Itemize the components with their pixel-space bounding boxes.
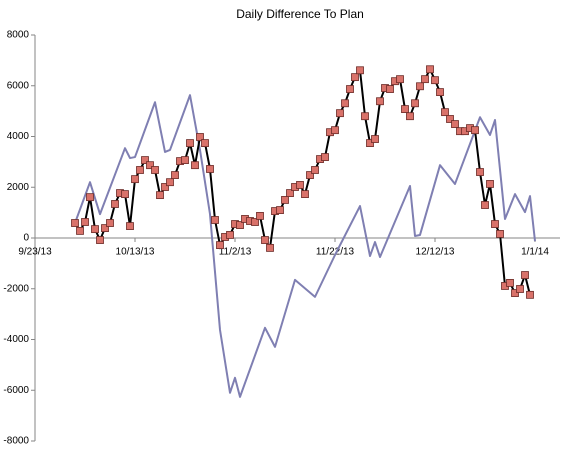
marker	[146, 161, 154, 170]
marker	[411, 99, 419, 108]
marker	[151, 166, 159, 174]
marker	[331, 126, 339, 135]
x-tick-label: 10/13/13	[116, 247, 155, 258]
marker	[131, 175, 139, 184]
marker	[156, 191, 164, 200]
marker	[396, 75, 404, 84]
marker	[81, 218, 89, 226]
marker	[426, 65, 434, 74]
marker	[301, 190, 309, 199]
marker	[521, 271, 529, 279]
marker	[276, 206, 284, 214]
marker	[366, 139, 374, 147]
marker	[371, 135, 379, 143]
y-tick-label: -2000	[3, 283, 29, 294]
marker	[281, 196, 289, 204]
marker	[361, 112, 369, 121]
marker	[481, 201, 489, 209]
marker	[216, 241, 224, 250]
y-tick-label: 0	[23, 233, 29, 244]
marker	[491, 220, 499, 228]
marker	[251, 218, 259, 226]
marker	[406, 112, 414, 121]
marker	[76, 226, 84, 235]
y-tick-label: -8000	[3, 436, 29, 447]
y-tick-label: 8000	[7, 30, 30, 41]
marker	[126, 222, 134, 230]
marker	[421, 75, 429, 84]
marker	[526, 290, 534, 299]
marker	[321, 153, 329, 161]
marker	[206, 165, 214, 173]
marker	[211, 216, 219, 224]
marker	[136, 166, 144, 174]
marker	[266, 243, 274, 252]
marker	[141, 156, 149, 164]
x-tick-label: 9/23/13	[18, 247, 52, 258]
marker	[416, 82, 424, 91]
y-tick-label: 2000	[7, 182, 30, 193]
marker	[446, 115, 454, 123]
marker	[286, 189, 294, 197]
marker	[341, 99, 349, 108]
x-tick-label: 1/1/14	[521, 247, 549, 258]
marker	[71, 219, 79, 227]
marker	[386, 85, 394, 93]
marker	[356, 66, 364, 75]
y-tick-label: 6000	[7, 80, 30, 91]
marker	[431, 76, 439, 85]
marker	[511, 289, 519, 297]
marker	[186, 139, 194, 147]
marker	[496, 230, 504, 238]
y-tick-label: -6000	[3, 385, 29, 396]
marker	[306, 171, 314, 179]
marker	[181, 156, 189, 164]
marker	[236, 221, 244, 229]
x-tick-label: 11/2/13	[219, 247, 252, 258]
series-line	[74, 94, 536, 398]
y-tick-label: -4000	[3, 334, 29, 345]
marker	[516, 285, 524, 293]
marker	[471, 126, 479, 135]
marker	[86, 193, 94, 202]
marker	[436, 88, 444, 96]
x-tick-label: 11/22/13	[316, 247, 355, 258]
marker	[296, 181, 304, 189]
marker	[196, 133, 204, 141]
marker	[441, 108, 449, 117]
x-tick-label: 12/12/13	[416, 247, 455, 258]
marker	[486, 180, 494, 188]
marker	[506, 279, 514, 287]
marker	[91, 225, 99, 234]
marker	[201, 139, 209, 147]
marker	[256, 212, 264, 220]
marker	[121, 190, 129, 199]
marker	[401, 105, 409, 113]
marker	[171, 171, 179, 179]
y-tick-label: 4000	[7, 131, 30, 142]
marker	[191, 161, 199, 170]
marker	[346, 85, 354, 93]
marker	[106, 219, 114, 227]
marker	[376, 97, 384, 106]
marker	[351, 73, 359, 82]
marker	[336, 109, 344, 118]
marker	[476, 168, 484, 176]
marker	[451, 120, 459, 128]
marker	[166, 178, 174, 187]
marker	[101, 224, 109, 233]
marker	[311, 166, 319, 174]
chart-title: Daily Difference To Plan	[236, 7, 364, 21]
marker	[261, 236, 269, 244]
marker	[226, 231, 234, 239]
marker	[111, 200, 119, 208]
marker	[161, 183, 169, 191]
marker	[96, 236, 104, 244]
